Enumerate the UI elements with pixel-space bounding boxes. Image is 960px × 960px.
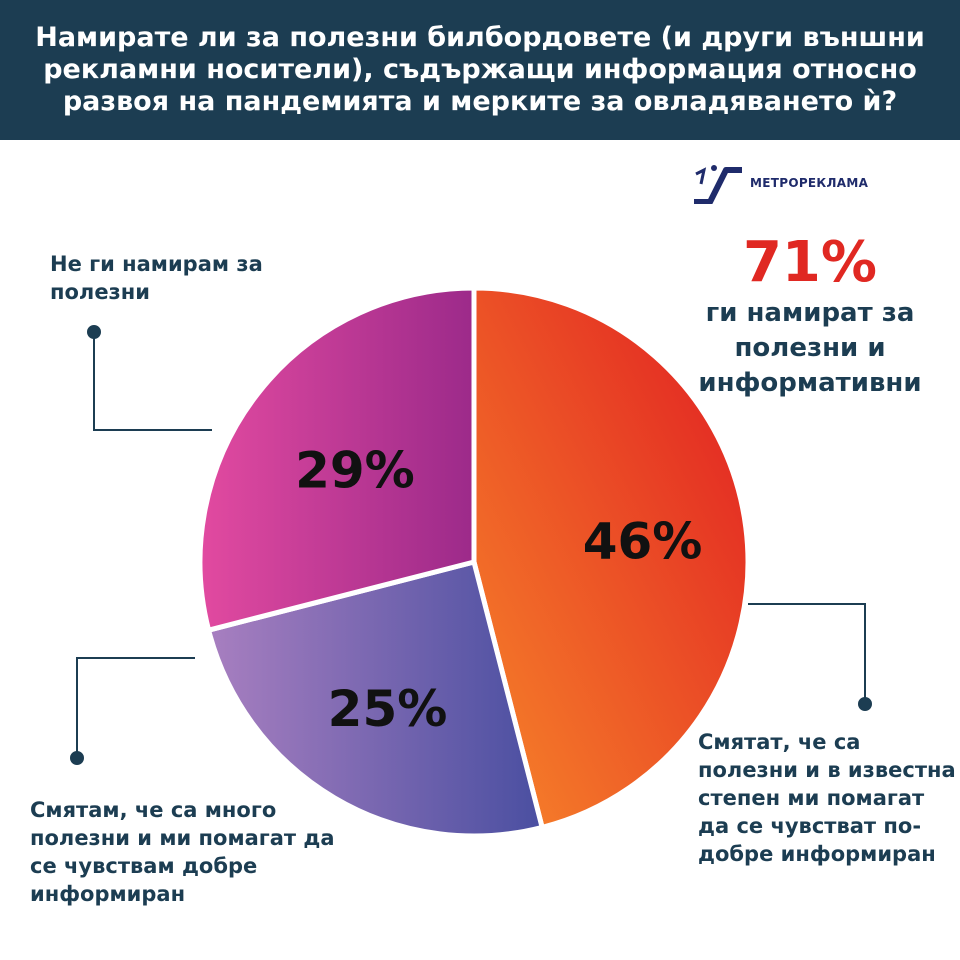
leader-dot-very-useful <box>70 751 84 765</box>
pie-slice-not-useful <box>197 285 477 633</box>
pct-label-very-useful: 25% <box>328 680 448 738</box>
pie-slice-very-useful <box>206 559 545 839</box>
leader-line-somewhat-useful <box>748 603 866 704</box>
leader-dot-not-useful <box>87 325 101 339</box>
brand-logo: МЕТРОРЕКЛАМА <box>692 162 868 204</box>
leader-dot-somewhat-useful <box>858 697 872 711</box>
page-title: Намирате ли за полезни билбордовете (и д… <box>35 22 925 117</box>
pie-slice-somewhat-useful <box>471 285 751 830</box>
slice-label-somewhat-useful: Смятат, че са полезни и в известна степе… <box>698 730 956 866</box>
leader-line-not-useful <box>93 332 212 431</box>
pct-label-not-useful: 29% <box>295 442 415 500</box>
metro-escalator-icon <box>694 165 742 204</box>
leader-line-very-useful <box>76 657 195 758</box>
header-banner: Намирате ли за полезни билбордовете (и д… <box>0 0 960 140</box>
highlight-percent: 71% <box>742 230 878 295</box>
slice-label-not-useful: Не ги намирам за полезни <box>50 252 263 304</box>
brand-logo-text: МЕТРОРЕКЛАМА <box>750 176 869 190</box>
pct-label-somewhat-useful: 46% <box>583 513 703 571</box>
slice-label-very-useful: Смятам, че са много полезни и ми помагат… <box>30 798 335 906</box>
highlight-caption: ги намират за полезни и информативни <box>698 298 922 398</box>
